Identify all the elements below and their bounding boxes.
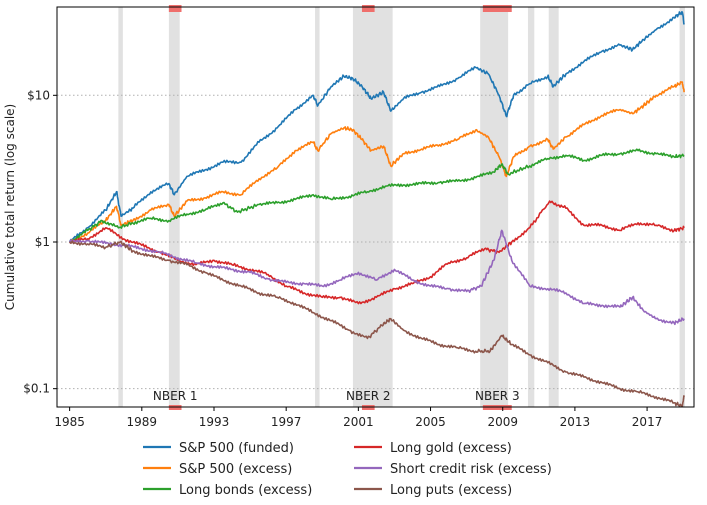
shaded-period <box>168 7 180 407</box>
legend-label: Long puts (excess) <box>390 483 512 498</box>
shaded-period <box>548 7 559 407</box>
legend-label: Short credit risk (excess) <box>390 462 552 477</box>
plot-frame <box>56 6 695 408</box>
x-tick-label: 1997 <box>271 415 302 429</box>
shaded-period <box>679 7 685 407</box>
nber-label: NBER 2 <box>346 389 391 403</box>
shaded-period <box>480 7 509 407</box>
legend-label: Long gold (excess) <box>390 441 512 456</box>
recession-shading <box>118 7 685 407</box>
y-tick-label: $10 <box>27 88 50 102</box>
x-tick-label: 2017 <box>632 415 663 429</box>
shaded-period <box>527 7 535 407</box>
series-line <box>69 148 685 243</box>
nber-label: NBER 3 <box>475 389 520 403</box>
legend-label: S&P 500 (excess) <box>179 462 292 477</box>
nber-marker-top <box>361 5 375 12</box>
shaded-period <box>315 7 320 407</box>
series-line <box>69 81 685 243</box>
nber-marker-top <box>482 5 512 12</box>
y-tick-label: $1 <box>35 235 50 249</box>
series-line <box>68 229 685 326</box>
series-line <box>69 240 685 408</box>
x-tick-label: 1985 <box>54 415 85 429</box>
y-tick-label: $0.1 <box>23 382 50 396</box>
x-tick-label: 2013 <box>560 415 591 429</box>
x-tick-label: 2001 <box>343 415 374 429</box>
y-axis-title: Cumulative total return (log scale) <box>3 104 17 310</box>
nber-marker-top <box>168 5 182 12</box>
series-lines <box>68 11 685 408</box>
legend: S&P 500 (funded) S&P 500 (excess) Long bon… <box>143 441 552 498</box>
y-axis: $0.1 $1 $10 <box>23 88 57 396</box>
x-tick-label: 1993 <box>199 415 230 429</box>
shaded-period <box>118 7 123 407</box>
legend-label: S&P 500 (funded) <box>179 441 294 456</box>
legend-label: Long bonds (excess) <box>179 483 312 498</box>
x-tick-label: 2005 <box>415 415 446 429</box>
x-tick-label: 1989 <box>127 415 158 429</box>
nber-label: NBER 1 <box>153 389 198 403</box>
x-tick-label: 2009 <box>487 415 518 429</box>
x-axis: 1985 1989 1993 1997 2001 2005 2009 2013 2017 <box>54 407 662 429</box>
series-line <box>68 11 685 243</box>
series-line <box>69 200 685 305</box>
shaded-period <box>352 7 393 407</box>
